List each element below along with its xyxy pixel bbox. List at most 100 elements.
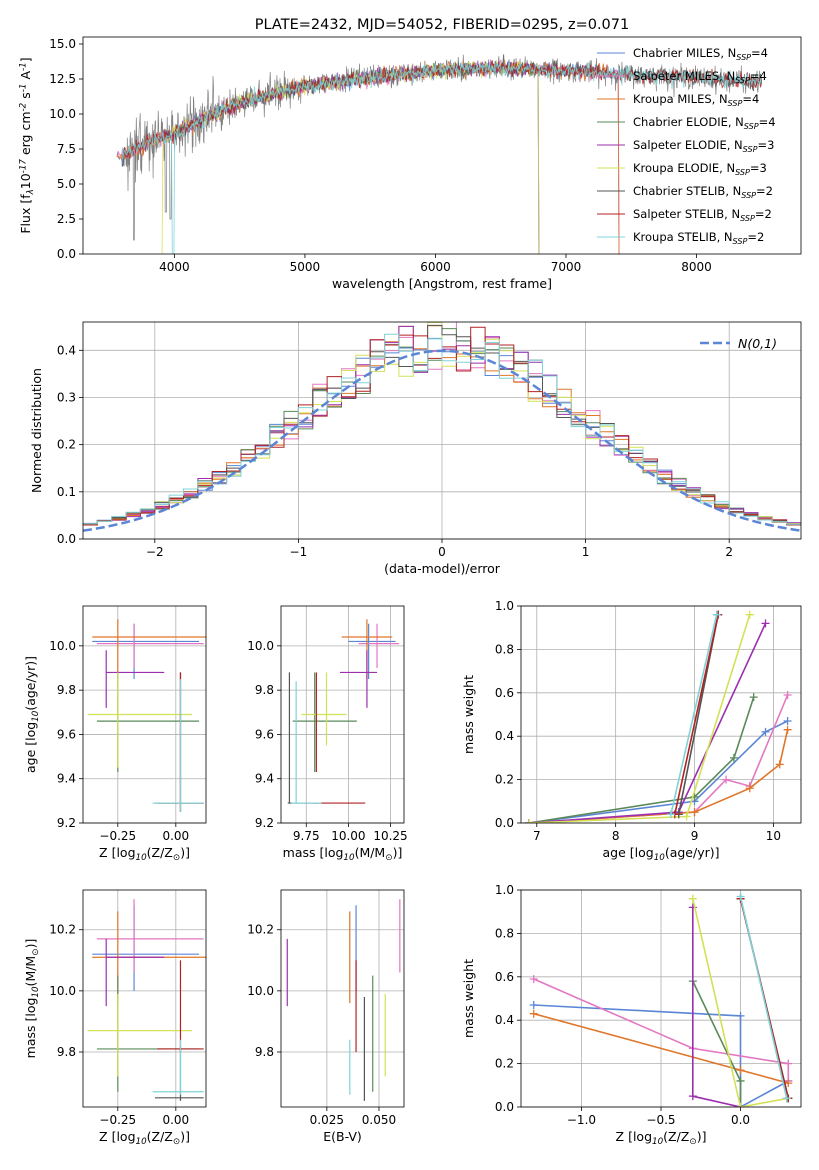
weight-marker xyxy=(745,784,754,793)
y-tick-label: 9.2 xyxy=(57,816,76,830)
age-vs-z-panel: −0.25 0.00 9.2 9.4 9.6 9.8 10.0 Z [log10​(Z/Z⊙​… xyxy=(23,605,207,863)
y-tick-label: 9.8 xyxy=(57,683,76,697)
weight-marker xyxy=(761,727,770,736)
x-tick-label: 7000 xyxy=(551,260,582,274)
x-tick-label: 0.00 xyxy=(162,1113,189,1127)
x-tick-label: 8 xyxy=(612,829,620,843)
age-vs-z-xlabel: Z [log10​(Z/Z⊙​)] xyxy=(99,845,190,863)
residuals-ylabel: Normed distribution xyxy=(29,368,44,493)
x-tick-label: 9.75 xyxy=(293,829,320,843)
weight-series xyxy=(524,717,792,823)
y-tick-label: 9.6 xyxy=(57,727,76,741)
y-tick-label: 9.8 xyxy=(255,683,274,697)
y-tick-label: 10.0 xyxy=(247,984,274,998)
x-tick-label: 0.00 xyxy=(162,829,189,843)
weight-vs-age-panel: 7 8 9 10 0.0 0.2 0.4 0.6 0.8 1.0 age [log10​(age/y… xyxy=(461,599,802,863)
x-tick-label: 5000 xyxy=(290,260,321,274)
weight-marker xyxy=(690,808,699,817)
y-tick-label: 9.4 xyxy=(57,772,76,786)
y-tick-label: 1.0 xyxy=(495,883,514,897)
errorbar-point xyxy=(152,1039,204,1095)
x-tick-label: 10.00 xyxy=(331,829,365,843)
weight-vs-age-plot-area xyxy=(524,610,792,823)
errorbar-point xyxy=(301,672,347,746)
y-tick-label: 0.0 xyxy=(495,816,514,830)
x-tick-label: 2 xyxy=(725,545,733,559)
weight-series xyxy=(524,693,758,823)
y-tick-label: 7.5 xyxy=(57,142,76,156)
y-tick-label: 0.4 xyxy=(57,343,76,357)
y-tick-label: 9.4 xyxy=(255,772,274,786)
y-tick-label: 12.5 xyxy=(49,72,76,86)
y-tick-label: 10.2 xyxy=(49,923,76,937)
gaussian-curve xyxy=(83,349,801,532)
legend-label: Chabrier MILES, NSSP​=4 xyxy=(633,46,768,62)
errorbar-point xyxy=(154,1045,204,1101)
chart-title: PLATE=2432, MJD=54052, FIBERID=0295, z=0… xyxy=(255,17,629,33)
spectrum-model-line xyxy=(116,61,621,254)
weight-marker xyxy=(784,1059,793,1068)
axes-frame xyxy=(280,889,405,1108)
weight-marker xyxy=(736,1076,745,1085)
spectrum-legend: Chabrier MILES, NSSP​=4 Salpeter MILES, N… xyxy=(597,46,776,246)
mass-vs-z-panel: −0.25 0.00 9.8 10.0 10.2 Z [log10​(Z/Z⊙​)] mas… xyxy=(23,889,207,1147)
weight-marker xyxy=(722,775,731,784)
x-tick-label: 0 xyxy=(438,545,446,559)
weight-line xyxy=(739,896,788,1099)
weight-marker xyxy=(761,619,770,628)
residuals-plot-area xyxy=(83,322,801,532)
weight-series xyxy=(736,892,791,1103)
weight-series xyxy=(529,1009,793,1088)
errorbar-point xyxy=(96,672,200,773)
y-tick-label: 0.8 xyxy=(495,926,514,940)
weight-line xyxy=(528,614,751,823)
weight-marker xyxy=(736,1011,745,1020)
weight-marker xyxy=(736,892,745,901)
errorbar-point xyxy=(92,623,200,680)
weight-vs-z-panel: −1.0 −0.5 0.0 0.0 0.2 0.4 0.6 0.8 1.0 Z [log10​(Z… xyxy=(461,883,802,1147)
y-tick-label: 9.8 xyxy=(57,1045,76,1059)
legend-label: N(0,1) xyxy=(738,336,777,351)
y-tick-label: 0.4 xyxy=(495,729,514,743)
weight-line xyxy=(674,614,719,815)
weight-marker xyxy=(745,610,754,619)
legend-label: Chabrier ELODIE, NSSP​=4 xyxy=(633,115,776,131)
y-tick-label: 0.3 xyxy=(57,390,76,404)
x-tick-label: −1 xyxy=(290,545,308,559)
x-tick-label: −0.25 xyxy=(99,829,136,843)
legend-label: Chabrier STELIB, NSSP​=2 xyxy=(633,184,773,200)
weight-marker xyxy=(529,974,538,983)
errorbar-point xyxy=(96,975,200,1092)
weight-series xyxy=(524,610,754,823)
spectrum-model-line xyxy=(121,59,762,254)
y-tick-label: 0.8 xyxy=(495,642,514,656)
errorbar-point xyxy=(92,905,200,991)
x-tick-label: 0.0 xyxy=(731,1113,750,1127)
errorbar-point xyxy=(291,681,322,804)
axes-frame xyxy=(82,605,207,824)
weight-marker xyxy=(736,1103,745,1107)
spectrum-model-line xyxy=(116,58,621,254)
errorbar-point xyxy=(348,623,396,680)
spectrum-plot-area xyxy=(116,54,763,254)
weight-marker xyxy=(775,760,784,769)
y-tick-label: 0.0 xyxy=(495,1100,514,1114)
errorbar-point xyxy=(152,679,204,812)
weight-marker xyxy=(736,1066,745,1075)
weight-line xyxy=(528,720,788,823)
errorbar-point xyxy=(96,623,204,668)
x-tick-label: 10.25 xyxy=(373,829,407,843)
y-tick-label: 10.0 xyxy=(49,107,76,121)
y-tick-label: 0.2 xyxy=(57,438,76,452)
y-tick-label: 9.2 xyxy=(255,816,274,830)
y-tick-label: 0.6 xyxy=(495,686,514,700)
x-tick-label: 6000 xyxy=(420,260,451,274)
y-tick-label: 0.0 xyxy=(57,247,76,261)
mass-vs-z-ylabel: mass [log10​(M/M⊙​)] xyxy=(23,939,41,1059)
weight-line xyxy=(533,978,790,1081)
y-tick-label: 9.8 xyxy=(255,1045,274,1059)
age-vs-mass-panel: 9.75 10.00 10.25 9.2 9.4 9.6 9.8 10.0 mass [log1… xyxy=(247,605,408,863)
x-tick-label: 0.025 xyxy=(310,1113,344,1127)
age-vs-z-ylabel: age [log10​(age/yr)] xyxy=(23,656,41,773)
errorbar-point xyxy=(92,619,206,680)
